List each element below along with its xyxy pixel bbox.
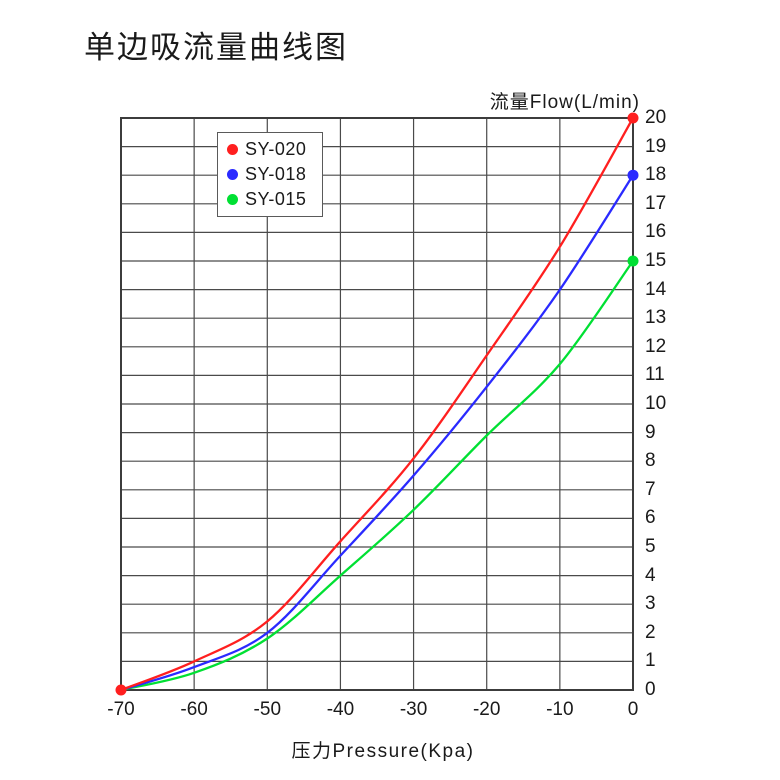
x-tick-label: -10: [546, 699, 574, 720]
y-tick-label: 9: [645, 421, 656, 443]
series-endpoint-SY-020: [115, 684, 127, 696]
y-tick-label: 20: [645, 107, 667, 128]
y-tick-label: 19: [645, 135, 667, 157]
legend-label-sy018: SY-018: [245, 164, 307, 184]
x-tick-label: -60: [180, 699, 208, 720]
y-tick-label: 2: [645, 621, 656, 643]
y-tick-label: 1: [645, 650, 656, 672]
series-endpoint-SY-020: [627, 112, 639, 124]
x-tick-label: -40: [326, 699, 355, 720]
plot-border: [120, 117, 634, 691]
y-tick-label: 5: [645, 536, 656, 557]
series-endpoint-SY-015: [627, 255, 639, 267]
y-tick-label: 16: [645, 221, 667, 243]
legend-marker-red-icon: [227, 144, 238, 155]
series-line-SY-015: [119, 259, 635, 692]
legend-item-sy020: SY-020: [218, 139, 322, 160]
y-tick-label: 13: [645, 307, 667, 329]
page-title: 单边吸流量曲线图: [84, 30, 348, 65]
x-tick-label: -20: [472, 699, 501, 720]
y-tick-label: 18: [645, 164, 667, 186]
series-endpoint-SY-018: [627, 169, 639, 181]
y-tick-label: 3: [645, 593, 656, 615]
series-line-SY-020: [119, 116, 635, 692]
legend-label-sy020: SY-020: [245, 139, 307, 159]
y-tick-label: 8: [645, 450, 656, 472]
x-tick-label: -50: [253, 699, 282, 720]
y-tick-label: 12: [645, 335, 667, 357]
y-tick-label: 0: [645, 679, 656, 700]
y-tick-label: 11: [645, 364, 665, 386]
legend-marker-green-icon: [227, 194, 238, 205]
y-tick-label: 14: [645, 278, 667, 300]
y-tick-label: 17: [645, 192, 667, 214]
legend-marker-blue-icon: [227, 169, 238, 180]
y-tick-label: 4: [645, 564, 656, 586]
y-tick-label: 6: [645, 507, 656, 529]
x-tick-label: -30: [399, 699, 428, 720]
x-tick-label: -70: [107, 699, 135, 720]
y-axis-title: 流量Flow(L/min): [489, 92, 640, 113]
legend-item-sy015: SY-015: [218, 189, 322, 210]
x-tick-label: 0: [627, 699, 639, 720]
series-line-SY-018: [119, 174, 635, 692]
x-axis-title: 压力Pressure(Kpa): [291, 741, 475, 762]
y-tick-label: 7: [645, 478, 656, 500]
legend-item-sy018: SY-018: [218, 164, 322, 185]
legend: SY-020 SY-018 SY-015: [217, 132, 323, 217]
y-tick-label: 10: [645, 393, 667, 414]
legend-label-sy015: SY-015: [245, 189, 307, 209]
y-tick-label: 15: [645, 250, 667, 271]
